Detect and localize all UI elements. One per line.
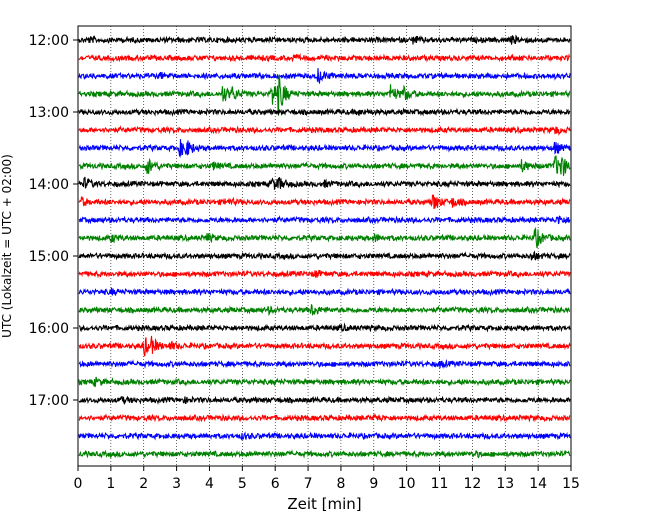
trace-1530 xyxy=(78,287,571,297)
y-tick-label: 13:00 xyxy=(29,105,69,121)
x-tick-label: 9 xyxy=(369,476,378,492)
vertical-gridlines xyxy=(110,26,539,466)
trace-1630 xyxy=(78,358,571,369)
trace-1400 xyxy=(78,176,571,190)
trace-1300 xyxy=(78,107,571,117)
trace-group xyxy=(78,34,571,459)
trace-1415 xyxy=(78,194,571,210)
trace-1215 xyxy=(78,52,571,63)
trace-1700 xyxy=(78,395,571,405)
x-tick-label: 1 xyxy=(106,476,115,492)
plot-frame xyxy=(77,25,572,467)
x-tick-label: 15 xyxy=(562,476,580,492)
y-axis-label: UTC (Lokalzeit = UTC + 02:00) xyxy=(0,154,14,338)
x-axis-ticks: 0 1 2 3 4 5 6 7 8 9 10 11 12 13 14 15 xyxy=(74,466,580,492)
x-axis-label: Zeit [min] xyxy=(287,495,361,513)
x-tick-label: 12 xyxy=(463,476,481,492)
trace-1515 xyxy=(78,269,571,279)
trace-1645 xyxy=(78,376,571,388)
x-tick-label: 7 xyxy=(304,476,313,492)
trace-1230 xyxy=(78,68,571,85)
trace-1330 xyxy=(78,139,571,158)
y-tick-label: 17:00 xyxy=(29,393,69,409)
y-axis-ticks: 12:00 13:00 14:00 15:00 16:00 17:00 xyxy=(29,33,78,409)
x-tick-label: 13 xyxy=(496,476,514,492)
x-tick-label: 10 xyxy=(398,476,416,492)
y-tick-label: 15:00 xyxy=(29,249,69,265)
x-tick-label: 3 xyxy=(172,476,181,492)
trace-1315 xyxy=(78,125,571,136)
trace-1730 xyxy=(78,431,571,441)
trace-1545 xyxy=(78,304,571,316)
x-tick-label: 4 xyxy=(205,476,214,492)
trace-1345 xyxy=(78,155,571,176)
y-tick-label: 12:00 xyxy=(29,33,69,49)
trace-1445 xyxy=(78,227,571,249)
trace-1715 xyxy=(78,412,571,423)
y-tick-label: 16:00 xyxy=(29,321,69,337)
trace-1200 xyxy=(78,34,571,45)
trace-1600 xyxy=(78,322,571,333)
x-tick-label: 8 xyxy=(336,476,345,492)
x-tick-label: 11 xyxy=(431,476,449,492)
trace-1430 xyxy=(78,215,571,225)
x-tick-label: 5 xyxy=(238,476,247,492)
x-tick-label: 0 xyxy=(74,476,83,492)
y-tick-label: 14:00 xyxy=(29,177,69,193)
x-tick-label: 6 xyxy=(271,476,280,492)
trace-1615 xyxy=(78,335,571,357)
x-tick-label: 2 xyxy=(139,476,148,492)
trace-1500 xyxy=(78,250,571,261)
trace-1745 xyxy=(78,449,571,459)
trace-1245 xyxy=(78,74,571,116)
x-tick-label: 14 xyxy=(529,476,547,492)
